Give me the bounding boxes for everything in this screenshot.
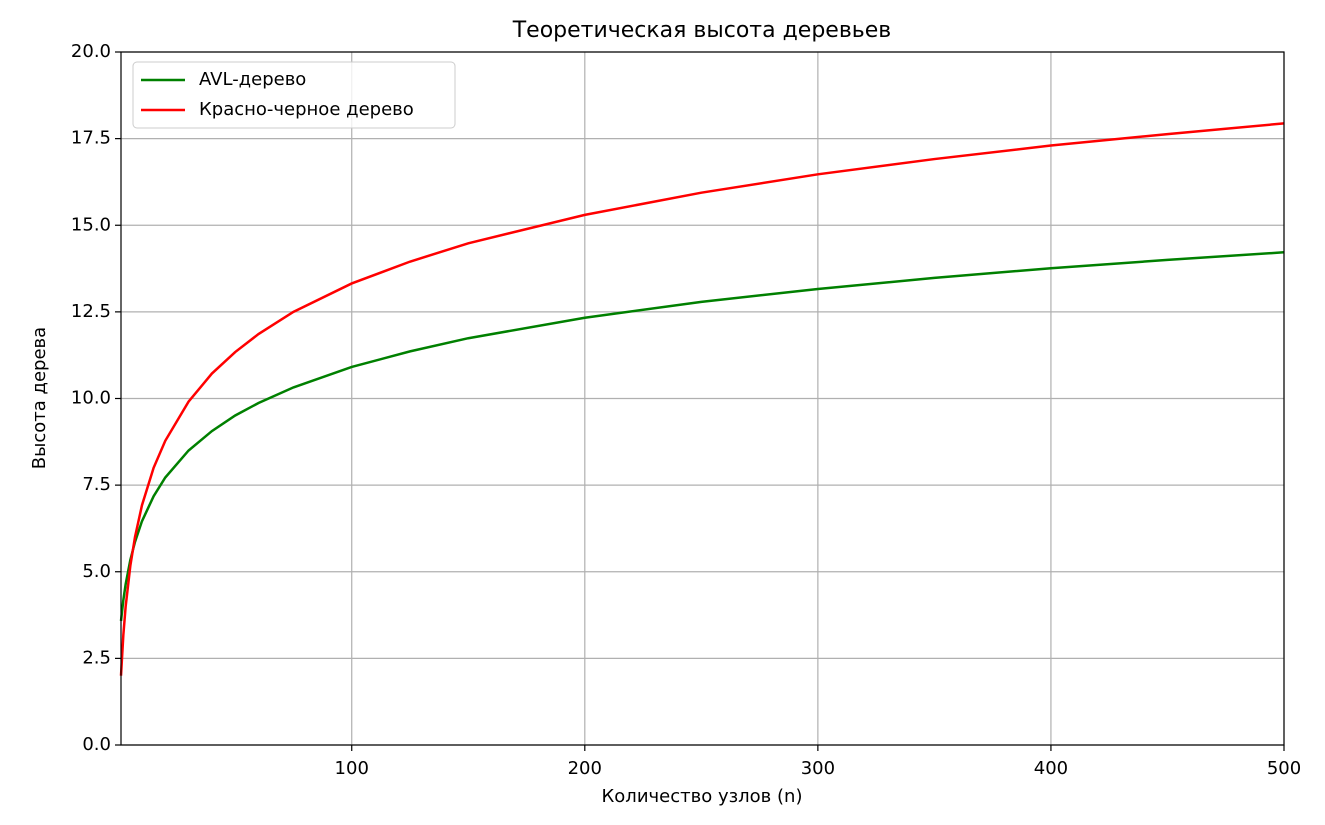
legend-label: AVL-дерево [199, 69, 306, 90]
y-tick-label: 12.5 [71, 301, 111, 322]
x-axis-label: Количество узлов (n) [602, 786, 803, 807]
x-tick-label: 100 [335, 758, 369, 779]
y-tick-label: 7.5 [82, 474, 111, 495]
y-tick-label: 5.0 [82, 561, 111, 582]
x-tick-label: 200 [568, 758, 602, 779]
plot-frame [120, 51, 1285, 746]
chart-title: Теоретическая высота деревьев [512, 18, 892, 43]
y-tick-label: 20.0 [71, 41, 111, 62]
x-tick-label: 300 [801, 758, 835, 779]
y-tick-label: 17.5 [71, 128, 111, 149]
y-tick-label: 0.0 [82, 734, 111, 755]
legend-label: Красно-черное дерево [199, 99, 414, 120]
x-tick-label: 400 [1034, 758, 1068, 779]
x-tick-label: 500 [1267, 758, 1301, 779]
legend-box [132, 61, 456, 129]
y-tick-label: 15.0 [71, 214, 111, 235]
line-series [119, 122, 1285, 676]
y-tick-label: 10.0 [71, 388, 111, 409]
y-tick-label: 2.5 [82, 647, 111, 668]
line-series [119, 251, 1285, 622]
y-axis-label: Высота дерева [29, 327, 50, 469]
